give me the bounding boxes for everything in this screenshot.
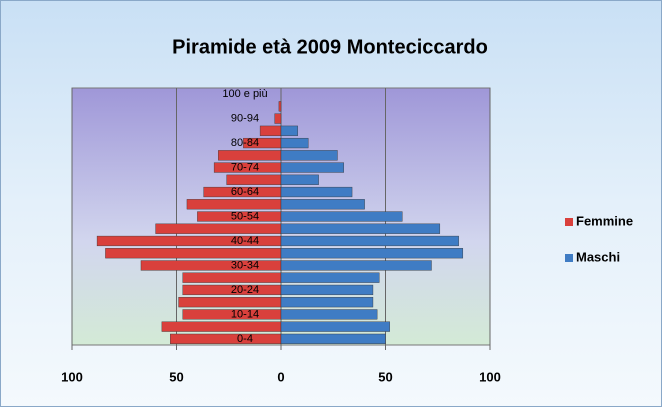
bar	[280, 260, 432, 271]
legend-label: Femmine	[576, 213, 633, 228]
bar	[274, 113, 282, 124]
bar	[280, 235, 459, 247]
y-tick-label: 30-34	[231, 259, 259, 271]
bar	[170, 333, 282, 344]
bar	[186, 199, 282, 210]
legend-swatch	[565, 218, 573, 226]
x-tick-label: 50	[169, 369, 183, 384]
bar	[280, 333, 386, 344]
legend-swatch	[565, 254, 573, 262]
bar	[280, 174, 319, 185]
bar	[105, 248, 282, 259]
y-tick-label: 90-94	[231, 113, 259, 125]
bar	[140, 260, 282, 271]
bar	[280, 284, 374, 296]
bar	[161, 321, 282, 332]
y-tick-label: 40-44	[231, 235, 259, 247]
y-tick-label: 70-74	[231, 161, 259, 173]
bar	[280, 248, 464, 259]
y-tick-label: 10-14	[231, 308, 259, 320]
x-tick-label: 100	[479, 369, 501, 384]
bar	[280, 211, 403, 222]
bar	[280, 186, 353, 198]
bar	[280, 150, 338, 161]
legend-label: Maschi	[576, 249, 620, 264]
bar	[280, 199, 365, 210]
y-tick-label: 50-54	[231, 210, 259, 222]
bar	[280, 125, 298, 136]
x-tick-label: 0	[277, 369, 284, 384]
bar	[182, 272, 282, 283]
bar	[280, 321, 390, 332]
y-tick-label: 80-84	[231, 137, 259, 149]
y-tick-label: 60-64	[231, 186, 259, 198]
bar	[178, 297, 282, 308]
bar	[280, 297, 374, 308]
bar	[278, 101, 282, 112]
y-tick-label: 20-24	[231, 284, 259, 296]
x-tick-label: 100	[61, 369, 83, 384]
bar	[280, 137, 309, 149]
bar	[218, 150, 282, 161]
bar	[280, 223, 441, 234]
bar	[259, 125, 282, 136]
y-tick-label: 100 e più	[222, 88, 267, 100]
y-tick-label: 0-4	[237, 333, 253, 345]
chart-title: Piramide età 2009 Monteciccardo	[172, 36, 488, 58]
bar	[226, 174, 282, 185]
x-tick-label: 50	[378, 369, 392, 384]
bar	[280, 309, 378, 320]
bar	[280, 272, 380, 283]
bar	[280, 162, 344, 173]
bar	[155, 223, 282, 234]
